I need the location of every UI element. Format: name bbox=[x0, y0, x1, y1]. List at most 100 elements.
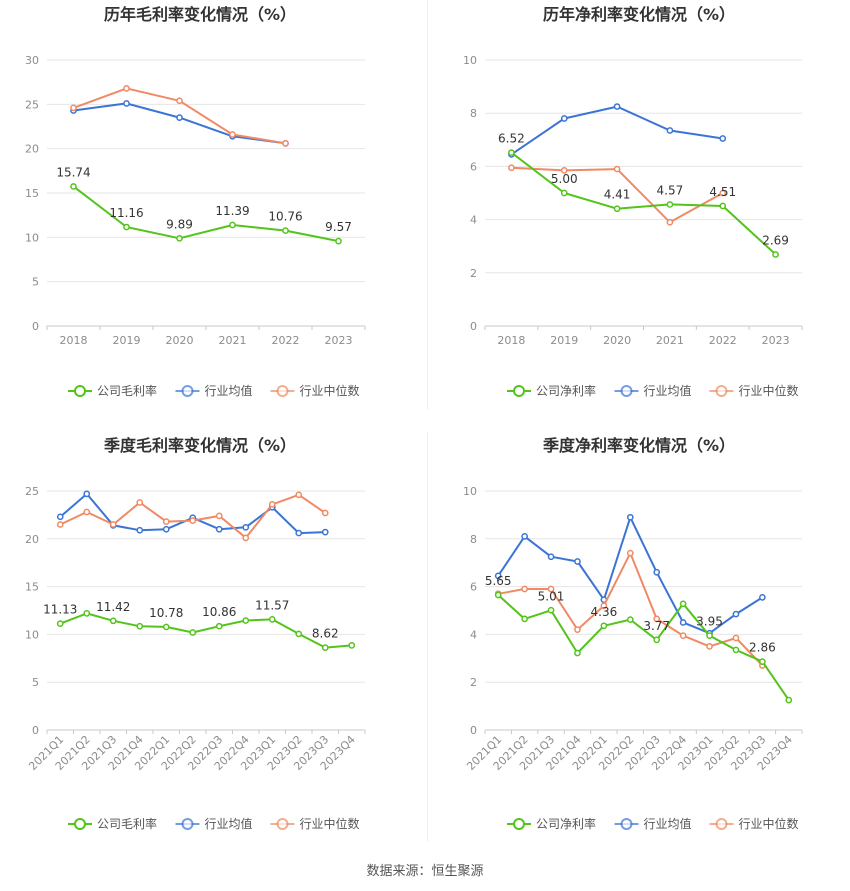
data-label: 10.86 bbox=[202, 605, 236, 619]
data-point-company bbox=[348, 642, 356, 649]
legend-label: 行业中位数 bbox=[739, 383, 799, 398]
legend-label: 行业均值 bbox=[205, 816, 253, 831]
data-point-company bbox=[494, 591, 502, 599]
data-point-industry-median bbox=[70, 104, 77, 112]
data-point-industry-median bbox=[574, 626, 581, 633]
data-point-company bbox=[785, 696, 793, 704]
data-point-industry-median bbox=[613, 165, 621, 173]
data-label: 15.74 bbox=[56, 165, 90, 179]
series-line-company bbox=[510, 151, 777, 256]
data-point-company bbox=[560, 189, 568, 197]
data-point-company bbox=[759, 658, 766, 665]
data-point-industry-avg bbox=[679, 619, 687, 626]
data-point-company bbox=[109, 617, 117, 625]
y-tick-label: 5 bbox=[32, 276, 39, 289]
data-label: 3.95 bbox=[696, 615, 723, 629]
data-label: 5.01 bbox=[538, 589, 565, 603]
legend-label: 公司毛利率 bbox=[97, 383, 157, 398]
data-label: 10.76 bbox=[268, 210, 302, 224]
data-point-industry-median bbox=[242, 534, 250, 542]
data-point-industry-median bbox=[321, 509, 329, 517]
data-point-industry-median bbox=[508, 164, 515, 172]
data-point-industry-median bbox=[679, 632, 687, 639]
y-tick-label: 4 bbox=[470, 628, 477, 641]
x-tick-label: 2022 bbox=[709, 334, 737, 347]
legend-item: 行业中位数 bbox=[270, 383, 360, 398]
data-point-industry-avg bbox=[759, 594, 766, 601]
data-point-company bbox=[600, 622, 608, 630]
x-tick-label: 2021 bbox=[656, 334, 684, 347]
data-label: 11.16 bbox=[109, 206, 143, 220]
x-tick-label: 2018 bbox=[497, 334, 525, 347]
legend-label: 行业均值 bbox=[644, 816, 692, 831]
y-tick-label: 0 bbox=[470, 320, 477, 333]
data-point-industry-avg bbox=[653, 568, 661, 576]
data-point-company bbox=[229, 221, 236, 229]
data-point-industry-median bbox=[176, 97, 183, 105]
data-point-industry-median bbox=[547, 585, 555, 593]
data-label: 3.77 bbox=[643, 619, 670, 633]
data-point-company bbox=[136, 622, 144, 630]
series-line-company bbox=[497, 594, 790, 701]
data-point-company bbox=[719, 202, 727, 210]
y-tick-label: 25 bbox=[25, 98, 39, 111]
data-label: 5.65 bbox=[485, 574, 512, 588]
series-line-company bbox=[59, 612, 352, 649]
data-point-industry-avg bbox=[136, 526, 144, 534]
data-point-industry-median bbox=[732, 634, 740, 642]
data-point-industry-avg bbox=[732, 610, 740, 618]
legend-item: 行业中位数 bbox=[709, 383, 799, 398]
chart-title: 历年净利率变化情况（%） bbox=[543, 5, 735, 24]
data-point-company bbox=[335, 237, 342, 245]
vertical-divider-bottom bbox=[427, 432, 428, 842]
data-point-industry-median bbox=[56, 521, 64, 528]
legend-swatch-marker bbox=[74, 385, 86, 397]
data-point-company bbox=[772, 251, 779, 258]
data-point-industry-median bbox=[215, 512, 223, 520]
legend-swatch-marker bbox=[513, 385, 525, 397]
data-point-company bbox=[574, 649, 581, 657]
y-tick-label: 2 bbox=[470, 267, 477, 280]
y-tick-label: 0 bbox=[470, 724, 477, 737]
legend-swatch-marker bbox=[181, 818, 194, 830]
y-tick-label: 0 bbox=[32, 724, 39, 737]
data-point-industry-avg bbox=[626, 513, 634, 521]
data-point-company bbox=[189, 629, 197, 636]
series-line-industry-median bbox=[498, 552, 764, 667]
legend-item: 行业均值 bbox=[614, 383, 692, 398]
data-point-industry-avg bbox=[295, 529, 303, 537]
legend-swatch-marker bbox=[276, 385, 289, 397]
data-point-industry-avg bbox=[560, 115, 568, 122]
legend-item: 行业均值 bbox=[175, 816, 253, 831]
data-label: 9.89 bbox=[166, 217, 193, 231]
data-point-industry-median bbox=[600, 602, 608, 610]
data-point-industry-median bbox=[653, 615, 661, 623]
x-tick-label: 2019 bbox=[550, 334, 578, 347]
chart-quarterly-net-margin: 季度净利率变化情况（%）02468102021Q12021Q22021Q3202… bbox=[463, 436, 803, 831]
data-point-company bbox=[508, 149, 515, 156]
data-source-note: 数据来源：恒生聚源 bbox=[366, 864, 484, 879]
data-point-company bbox=[295, 630, 303, 638]
legend-swatch-marker bbox=[620, 818, 633, 830]
data-point-industry-avg bbox=[321, 528, 329, 536]
data-point-company bbox=[242, 617, 250, 624]
data-label: 2.69 bbox=[762, 233, 789, 247]
y-tick-label: 8 bbox=[470, 533, 477, 546]
y-tick-label: 10 bbox=[25, 628, 39, 641]
data-point-industry-avg bbox=[176, 114, 183, 121]
data-point-industry-avg bbox=[123, 100, 130, 107]
data-point-industry-median bbox=[123, 85, 130, 92]
data-point-industry-median bbox=[706, 643, 713, 650]
x-tick-label: 2023 bbox=[325, 334, 353, 347]
data-point-industry-avg bbox=[494, 572, 502, 580]
data-label: 11.57 bbox=[255, 598, 289, 612]
y-tick-label: 5 bbox=[32, 676, 39, 689]
y-tick-label: 2 bbox=[470, 676, 477, 689]
data-point-industry-median bbox=[189, 517, 197, 524]
x-tick-label: 2021 bbox=[219, 334, 247, 347]
data-label: 4.51 bbox=[709, 185, 736, 199]
legend-item: 公司毛利率 bbox=[68, 816, 157, 831]
y-tick-label: 10 bbox=[25, 231, 39, 244]
data-point-industry-avg bbox=[215, 525, 223, 533]
legend-swatch-marker bbox=[74, 818, 86, 830]
